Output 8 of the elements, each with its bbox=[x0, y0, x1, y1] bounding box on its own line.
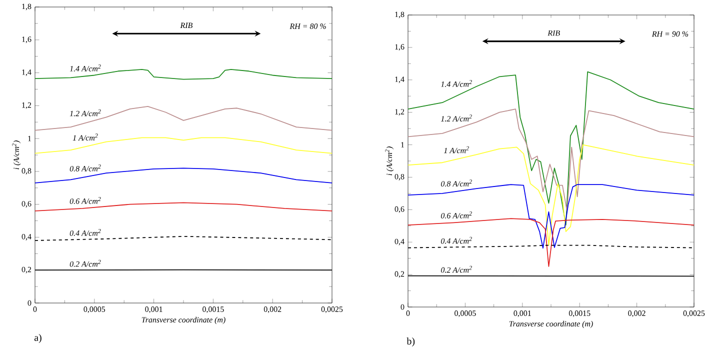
line-series bbox=[34, 106, 332, 131]
text: a) bbox=[34, 334, 42, 344]
line-series bbox=[34, 202, 332, 212]
line-series bbox=[408, 108, 694, 212]
line-series bbox=[408, 144, 694, 246]
line-series bbox=[408, 71, 694, 226]
line-series bbox=[408, 218, 694, 267]
text: b) bbox=[406, 338, 415, 347]
